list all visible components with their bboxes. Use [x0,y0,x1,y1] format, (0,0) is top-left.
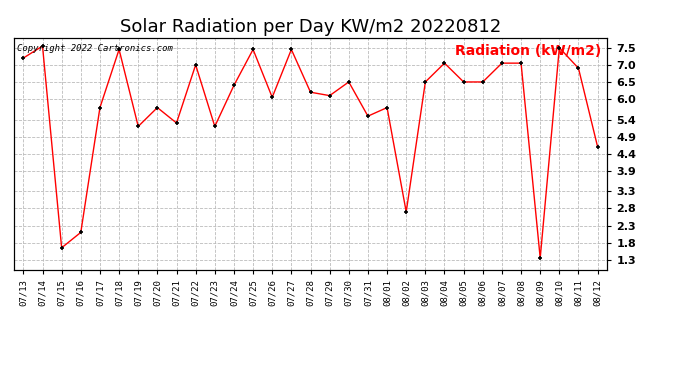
Point [209,123,220,129]
Point [401,209,412,215]
Point [496,60,507,66]
Point [132,123,144,129]
Point [37,43,48,49]
Point [171,120,182,126]
Point [305,89,316,95]
Point [248,46,259,53]
Point [267,94,278,100]
Point [458,79,469,85]
Point [515,60,526,66]
Point [554,45,565,51]
Text: Radiation (kW/m2): Radiation (kW/m2) [455,45,601,58]
Point [95,105,106,111]
Point [420,79,431,85]
Point [56,245,67,251]
Point [114,46,125,53]
Point [382,105,393,111]
Point [190,62,201,68]
Text: Copyright 2022 Cartronics.com: Copyright 2022 Cartronics.com [17,45,172,54]
Point [535,255,546,261]
Point [592,144,603,150]
Point [362,113,373,119]
Point [228,82,239,88]
Point [324,93,335,99]
Point [439,60,450,66]
Point [477,79,489,85]
Point [152,105,163,111]
Point [343,79,354,85]
Point [18,55,29,61]
Point [75,230,86,236]
Title: Solar Radiation per Day KW/m2 20220812: Solar Radiation per Day KW/m2 20220812 [120,18,501,36]
Point [286,46,297,53]
Point [573,65,584,71]
